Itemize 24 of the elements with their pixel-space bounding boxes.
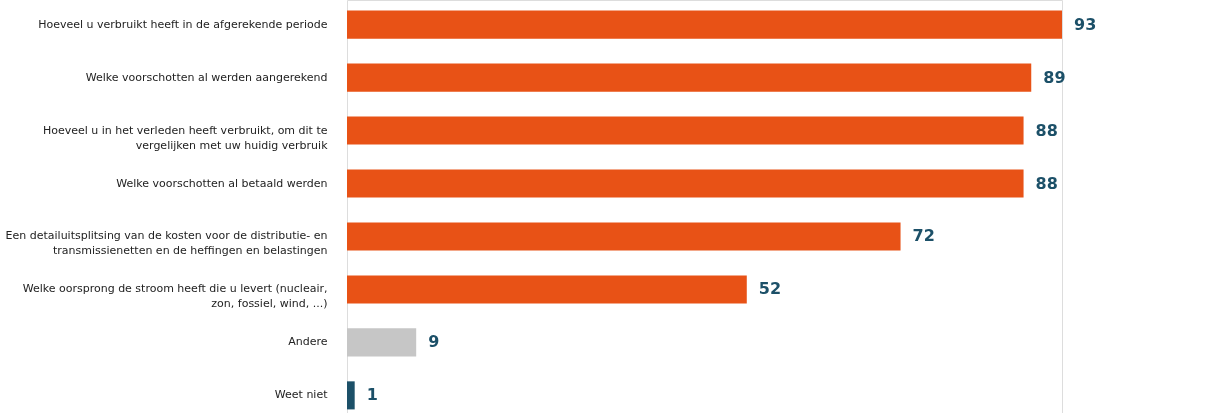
data-label: 93 (1074, 14, 1097, 34)
bar (347, 275, 747, 304)
bar (347, 10, 1062, 39)
bar (347, 222, 901, 251)
data-label: 9 (428, 332, 440, 352)
data-label: 52 (758, 279, 782, 299)
y-tick-label: Welke voorschotten al werden aangerekend (85, 70, 328, 84)
y-tick-label: Welke oorsprong de stroom heeft die u levert (nucleair, zon, fossiel, wind, ...) (22, 282, 328, 311)
bar (347, 169, 1024, 198)
y-tick-label: Weet niet (274, 388, 329, 402)
data-label: 88 (1035, 120, 1058, 140)
data-label: 1 (366, 385, 378, 405)
y-tick-label: Andere (288, 335, 328, 349)
y-tick-label: Hoeveel u verbruikt heeft in de afgerekende periode (38, 17, 328, 31)
y-tick-label: Een detailuitsplitsing van de kosten voor de distributie- en transmissienetten en de heffingen en belastingen (5, 229, 328, 258)
y-tick-label: Welke voorschotten al betaald werden (116, 176, 328, 190)
data-label: 89 (1043, 67, 1066, 87)
y-tick-label: Hoeveel u in het verleden heeft verbruikt, om dit te vergelijken met uw huidig verbruik (42, 123, 329, 152)
data-label: 88 (1035, 173, 1058, 193)
bar (347, 63, 1032, 92)
bar (347, 381, 355, 410)
bar (347, 116, 1024, 145)
bar (347, 328, 417, 357)
data-label: 72 (912, 226, 935, 246)
